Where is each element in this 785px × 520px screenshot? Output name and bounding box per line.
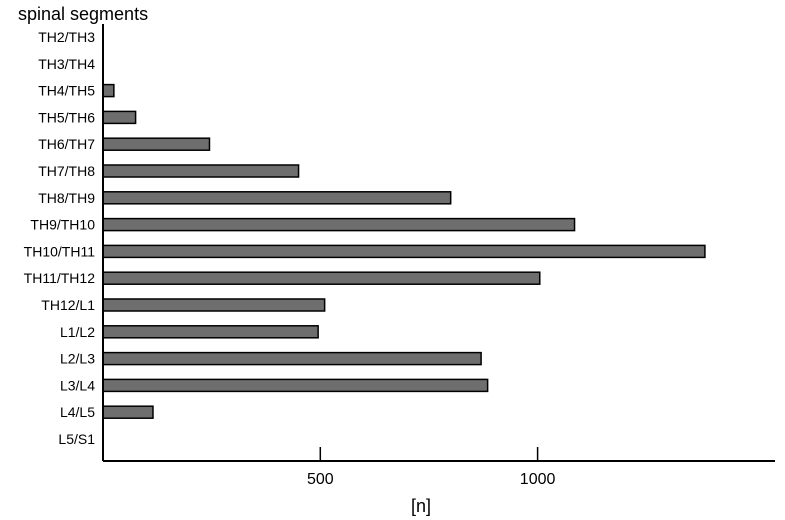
bar [102, 405, 154, 419]
x-ticks: 500 1000 [307, 447, 556, 488]
category-label: TH3/TH4 [38, 56, 95, 72]
category-label: TH5/TH6 [38, 109, 95, 125]
category-label: TH6/TH7 [38, 136, 95, 152]
category-label: TH2/TH3 [38, 29, 95, 45]
category-label: TH10/TH11 [24, 243, 96, 259]
bar [102, 325, 319, 339]
category-label: TH8/TH9 [38, 190, 95, 206]
category-label: L3/L4 [60, 377, 95, 393]
category-label: TH12/L1 [41, 297, 95, 313]
bar [102, 83, 115, 98]
x-axis-title: [n] [411, 496, 431, 516]
x-tick-label: 1000 [520, 471, 556, 488]
y-axis-title: spinal segments [18, 4, 148, 24]
bar [102, 351, 482, 366]
x-tick-label: 500 [307, 471, 334, 488]
category-labels: TH2/TH3 TH3/TH4 TH4/TH5 TH5/TH6 TH6/TH7 TH7/T… [24, 29, 96, 447]
bars-layer [102, 83, 706, 419]
bar [102, 110, 137, 125]
category-label: L4/L5 [60, 404, 95, 420]
bar [102, 137, 211, 151]
bar [102, 271, 541, 285]
category-label: TH9/TH10 [30, 217, 95, 233]
bar [102, 378, 489, 393]
category-label: TH4/TH5 [38, 83, 95, 99]
category-label: L2/L3 [60, 351, 95, 367]
category-label: L1/L2 [60, 324, 95, 340]
category-label: L5/S1 [58, 431, 95, 447]
category-label: TH7/TH8 [38, 163, 95, 179]
bar [102, 217, 576, 232]
bar [102, 164, 300, 178]
bar [102, 191, 452, 205]
bar [102, 298, 326, 312]
bar [102, 244, 706, 259]
category-label: TH11/TH12 [24, 270, 96, 286]
